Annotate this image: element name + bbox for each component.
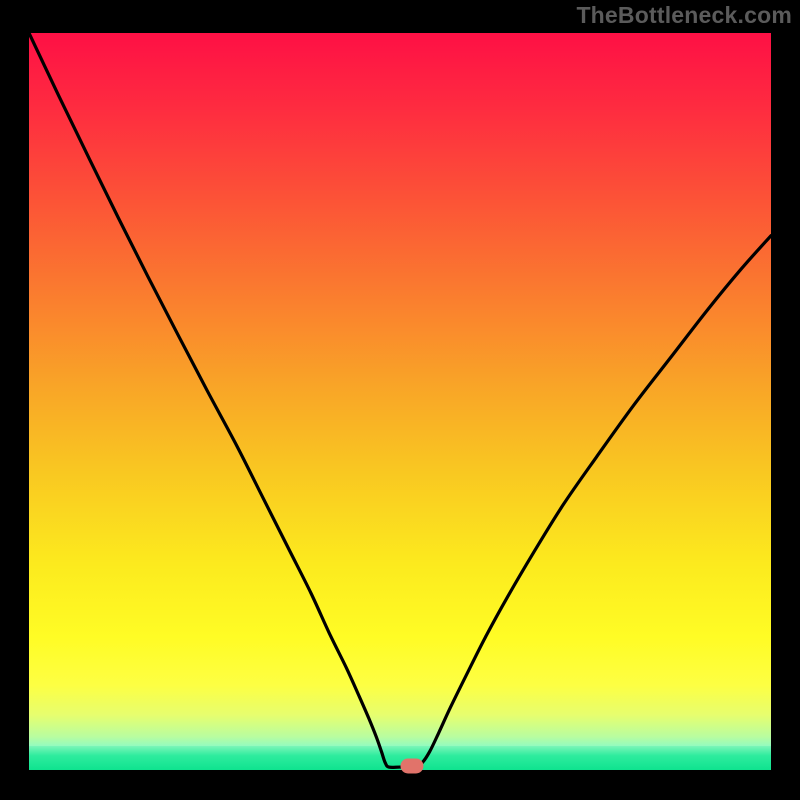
bottleneck-curve [29,33,771,770]
plot-area [29,33,771,770]
watermark: TheBottleneck.com [576,2,792,29]
optimum-marker [400,758,423,773]
